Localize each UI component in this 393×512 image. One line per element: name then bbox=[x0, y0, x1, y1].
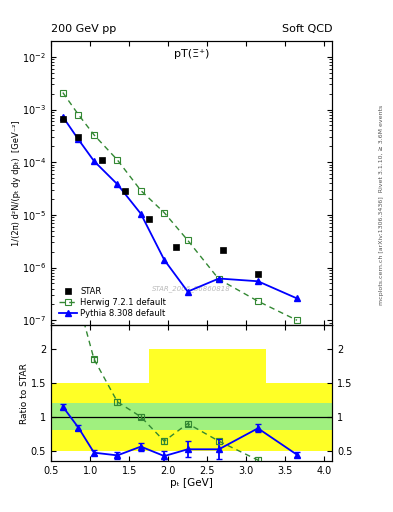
Herwig 7.2.1 default bbox=[255, 298, 260, 304]
Pythia 8.308 default bbox=[185, 289, 190, 295]
Pythia 8.308 default bbox=[92, 158, 96, 164]
Legend: STAR, Herwig 7.2.1 default, Pythia 8.308 default: STAR, Herwig 7.2.1 default, Pythia 8.308… bbox=[55, 283, 169, 321]
Herwig 7.2.1 default bbox=[217, 276, 221, 282]
Text: Soft QCD: Soft QCD bbox=[282, 24, 332, 34]
X-axis label: pₜ [GeV]: pₜ [GeV] bbox=[170, 478, 213, 488]
Herwig 7.2.1 default bbox=[138, 187, 143, 194]
Pythia 8.308 default bbox=[76, 136, 81, 142]
Pythia 8.308 default bbox=[295, 295, 299, 302]
STAR bbox=[61, 116, 65, 122]
Herwig 7.2.1 default bbox=[115, 157, 120, 163]
Text: mcplots.cern.ch [arXiv:1306.3436]  Rivet 3.1.10, ≥ 3.6M events: mcplots.cern.ch [arXiv:1306.3436] Rivet … bbox=[379, 104, 384, 305]
Pythia 8.308 default bbox=[162, 257, 167, 263]
Line: Herwig 7.2.1 default: Herwig 7.2.1 default bbox=[60, 90, 300, 324]
Y-axis label: Ratio to STAR: Ratio to STAR bbox=[20, 362, 29, 423]
Pythia 8.308 default bbox=[61, 114, 65, 120]
Herwig 7.2.1 default bbox=[92, 132, 96, 138]
STAR bbox=[174, 244, 178, 250]
Text: 200 GeV pp: 200 GeV pp bbox=[51, 24, 116, 34]
Pythia 8.308 default bbox=[115, 181, 120, 187]
Herwig 7.2.1 default bbox=[76, 112, 81, 118]
Pythia 8.308 default bbox=[217, 275, 221, 282]
Herwig 7.2.1 default bbox=[61, 90, 65, 96]
STAR bbox=[76, 134, 81, 140]
Y-axis label: 1/(2π) d²N/(pₜ dy dpₜ)  [GeV⁻²]: 1/(2π) d²N/(pₜ dy dpₜ) [GeV⁻²] bbox=[12, 120, 21, 246]
STAR bbox=[123, 188, 128, 195]
Text: STAR_2006_S6860818: STAR_2006_S6860818 bbox=[152, 285, 231, 292]
Line: Pythia 8.308 default: Pythia 8.308 default bbox=[60, 114, 300, 302]
Pythia 8.308 default bbox=[138, 211, 143, 217]
Text: pT(Ξ⁺): pT(Ξ⁺) bbox=[174, 50, 209, 59]
STAR bbox=[255, 271, 260, 277]
Pythia 8.308 default bbox=[255, 278, 260, 284]
STAR bbox=[99, 157, 104, 163]
Line: STAR: STAR bbox=[60, 116, 261, 278]
Herwig 7.2.1 default bbox=[295, 317, 299, 324]
STAR bbox=[220, 246, 225, 252]
STAR bbox=[146, 216, 151, 222]
Herwig 7.2.1 default bbox=[162, 209, 167, 216]
Herwig 7.2.1 default bbox=[185, 237, 190, 243]
